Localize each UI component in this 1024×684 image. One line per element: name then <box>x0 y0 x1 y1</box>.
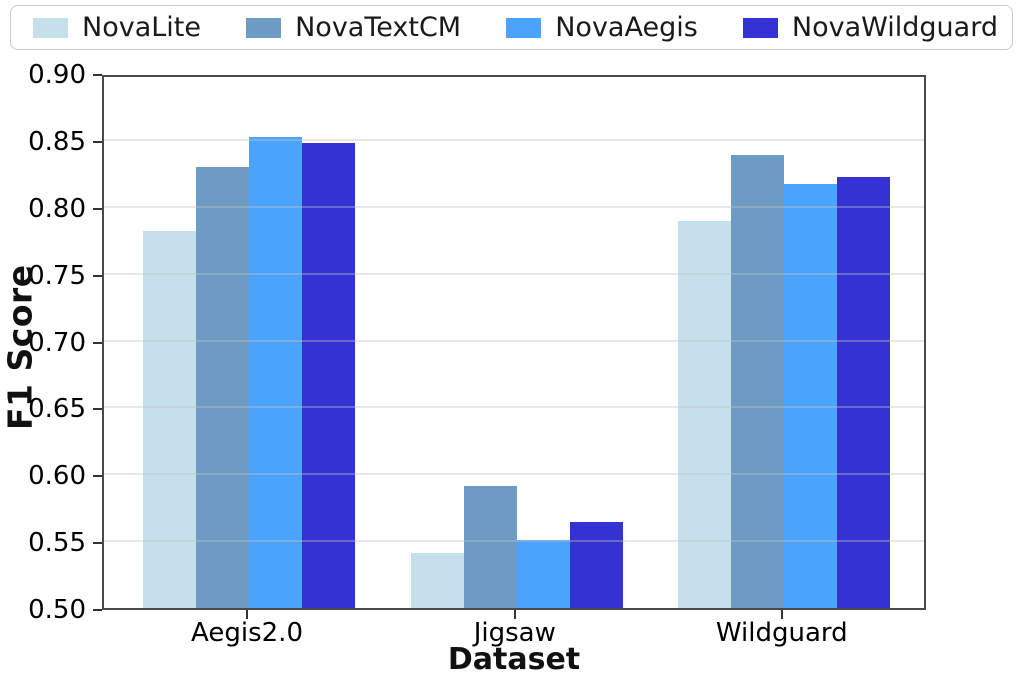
y-tick-label: 0.50 <box>28 595 86 625</box>
legend: NovaLite NovaTextCM NovaAegis NovaWildguard <box>10 5 1013 50</box>
gridline <box>104 138 924 141</box>
y-tick-label: 0.85 <box>28 126 86 157</box>
x-tick-mark <box>780 610 783 619</box>
x-axis-title: Dataset <box>447 642 581 677</box>
bar-aegis2.0-novatextcm <box>196 166 250 608</box>
y-tick-mark <box>93 207 102 210</box>
bar-jigsaw-novawildguard <box>569 522 623 608</box>
y-tick-label: 0.90 <box>28 60 86 90</box>
y-axis-title: F1 Score <box>0 264 40 430</box>
bar-aegis2.0-novaaegis <box>249 137 303 608</box>
legend-swatch <box>742 17 778 38</box>
plot-area <box>102 75 926 610</box>
x-tick-label: Aegis2.0 <box>191 618 303 648</box>
y-tick-mark <box>93 341 102 344</box>
y-tick-label: 0.70 <box>28 327 86 358</box>
y-tick-label: 0.60 <box>28 461 86 492</box>
legend-swatch <box>506 17 542 38</box>
legend-swatch <box>246 17 282 38</box>
y-tick-label: 0.75 <box>28 260 86 291</box>
bar-jigsaw-novalite <box>410 553 464 608</box>
bar-wildguard-novatextcm <box>730 154 784 608</box>
y-tick-label: 0.80 <box>28 193 86 224</box>
bar-wildguard-novalite <box>677 221 731 608</box>
x-tick-mark <box>513 610 516 619</box>
legend-label: NovaWildguard <box>791 12 998 43</box>
legend-label: NovaAegis <box>555 12 698 43</box>
y-tick-label: 0.65 <box>28 394 86 425</box>
bar-jigsaw-novatextcm <box>463 486 517 608</box>
y-tick-mark <box>93 140 102 143</box>
legend-item-novalite: NovaLite <box>33 14 201 41</box>
bar-wildguard-novawildguard <box>836 177 890 608</box>
legend-item-novawildguard: NovaWildguard <box>742 12 998 43</box>
legend-swatch <box>33 17 68 38</box>
bar-aegis2.0-novalite <box>143 230 197 608</box>
y-tick-mark <box>93 408 102 411</box>
legend-item-novaaegis: NovaAegis <box>506 14 698 41</box>
y-tick-mark <box>93 74 102 76</box>
y-tick-mark <box>93 475 102 478</box>
x-tick-mark <box>246 610 249 619</box>
legend-label: NovaLite <box>82 12 201 43</box>
y-tick-mark <box>93 274 102 277</box>
legend-label: NovaTextCM <box>295 12 462 43</box>
bar-aegis2.0-novawildguard <box>302 142 356 608</box>
bar-jigsaw-novaaegis <box>516 539 570 608</box>
y-tick-label: 0.55 <box>28 528 86 559</box>
x-tick-label: Wildguard <box>715 618 848 648</box>
legend-item-novatextcm: NovaTextCM <box>246 14 461 41</box>
y-tick-mark <box>93 609 102 611</box>
bar-wildguard-novaaegis <box>783 184 837 608</box>
y-tick-mark <box>93 542 102 545</box>
x-tick-label: Jigsaw <box>473 618 556 648</box>
